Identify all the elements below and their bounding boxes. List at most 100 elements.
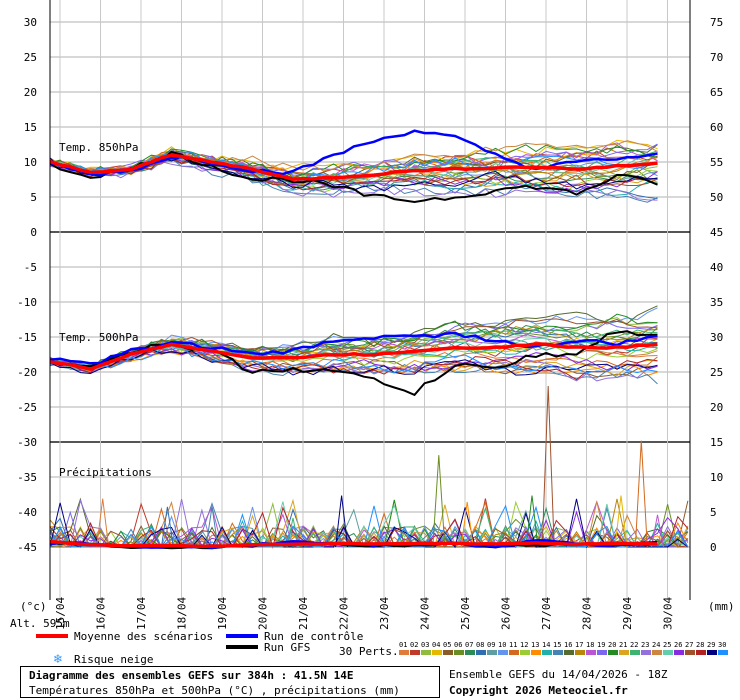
precip-spike-line xyxy=(525,495,539,548)
run-info: Ensemble GEFS du 14/04/2026 - 18Z xyxy=(449,668,668,681)
ensemble-member-line xyxy=(49,156,658,191)
legend-pert-number: 19 xyxy=(597,641,605,649)
ensemble-member-precip-line xyxy=(49,504,689,549)
left-tick-label: -30 xyxy=(17,436,37,449)
legend-pert-number: 17 xyxy=(575,641,583,649)
legend-pert-number: 11 xyxy=(509,641,517,649)
legend-mean-label: Moyenne des scénarios xyxy=(74,630,213,643)
chart-legend: Moyenne des scénarios Run de contrôleRun … xyxy=(36,630,728,666)
date-label: 17/04 xyxy=(135,597,148,630)
right-tick-label: 0 xyxy=(710,541,717,554)
legend-pert-swatch xyxy=(520,650,530,655)
legend-pert-swatch xyxy=(509,650,519,655)
caption-subtitle: Températures 850hPa et 500hPa (°C) , pré… xyxy=(29,684,400,697)
legend-pert-swatch xyxy=(630,650,640,655)
legend-pert-swatch xyxy=(399,650,409,655)
chart-series xyxy=(49,129,689,550)
precip-spike-line xyxy=(96,498,110,548)
legend-pert-number: 22 xyxy=(630,641,638,649)
date-label: 23/04 xyxy=(378,597,391,630)
ensemble-member-line xyxy=(49,324,658,373)
ensemble-member-line xyxy=(49,151,658,183)
ensemble-member-line xyxy=(49,157,658,187)
date-label: 16/04 xyxy=(95,597,108,630)
left-tick-label: 20 xyxy=(24,86,37,99)
left-axis-unit: (°c) xyxy=(20,600,47,613)
legend-control-label: Run de contrôle xyxy=(264,630,363,643)
date-label: 25/04 xyxy=(459,597,472,630)
precip-spike-line xyxy=(205,506,219,548)
right-tick-label: 65 xyxy=(710,86,723,99)
left-tick-label: -15 xyxy=(17,331,37,344)
date-label: 20/04 xyxy=(257,597,270,630)
precip-spike-line xyxy=(541,385,555,548)
ensemble-member-line xyxy=(49,348,658,374)
precip-spike-line xyxy=(160,506,174,548)
left-tick-label: 15 xyxy=(24,121,37,134)
precip-spike-line xyxy=(460,501,474,548)
legend-pert-number: 06 xyxy=(454,641,462,649)
precip-spike-line xyxy=(286,517,300,548)
right-tick-label: 50 xyxy=(710,191,723,204)
legend-pert-swatch xyxy=(641,650,651,655)
left-tick-label: -25 xyxy=(17,401,37,414)
caption-box: Diagramme des ensembles GEFS sur 384h : … xyxy=(20,666,440,698)
right-axis-unit: (mm) xyxy=(708,600,735,613)
legend-pert-number: 03 xyxy=(421,641,429,649)
right-tick-label: 45 xyxy=(710,226,723,239)
legend-pert-number: 16 xyxy=(564,641,572,649)
legend-pert-number: 05 xyxy=(443,641,451,649)
precip-spike-line xyxy=(651,514,664,548)
legend-pert-number: 07 xyxy=(465,641,473,649)
legend-pert-swatch xyxy=(674,650,684,655)
date-label: 30/04 xyxy=(662,597,675,630)
legend-pert-swatch xyxy=(421,650,431,655)
legend-pert-swatch xyxy=(619,650,629,655)
legend-pert-swatch xyxy=(608,650,618,655)
date-label: 28/04 xyxy=(581,597,594,630)
legend-pert-swatch xyxy=(564,650,574,655)
legend-pert-number: 23 xyxy=(641,641,649,649)
ensemble-member-line xyxy=(49,144,658,178)
legend-pert-number: 09 xyxy=(487,641,495,649)
legend-pert-swatch xyxy=(454,650,464,655)
legend-pert-number: 25 xyxy=(663,641,671,649)
legend-pert-swatch xyxy=(696,650,706,655)
date-label: 24/04 xyxy=(419,597,432,630)
altitude-label: Alt. 595m xyxy=(10,617,70,630)
legend-pert-swatch xyxy=(663,650,673,655)
left-tick-label: 10 xyxy=(24,156,37,169)
legend-pert-number: 30 xyxy=(718,641,726,649)
right-tick-label: 70 xyxy=(710,51,723,64)
gfs-run-line xyxy=(49,330,658,397)
right-tick-label: 55 xyxy=(710,156,723,169)
caption-title: Diagramme des ensembles GEFS sur 384h : … xyxy=(29,669,354,682)
mean-line xyxy=(49,153,658,181)
legend-pert-swatch xyxy=(542,650,552,655)
legend-pert-swatch xyxy=(443,650,453,655)
legend-pert-swatch xyxy=(652,650,662,655)
legend-pert-number: 28 xyxy=(696,641,704,649)
legend-pert-swatch xyxy=(531,650,541,655)
date-label: 18/04 xyxy=(176,597,189,630)
legend-pert-swatch xyxy=(487,650,497,655)
legend-pert-swatch xyxy=(465,650,475,655)
legend-pert-swatch xyxy=(707,650,717,655)
legend-pert-number: 13 xyxy=(531,641,539,649)
right-tick-label: 5 xyxy=(710,506,717,519)
date-label: 29/04 xyxy=(621,597,634,630)
left-tick-label: -20 xyxy=(17,366,37,379)
mean-line xyxy=(49,342,658,372)
left-tick-label: -10 xyxy=(17,296,37,309)
date-label: 15/04 xyxy=(54,597,67,630)
ensemble-member-line xyxy=(49,345,658,374)
legend-perts-label: 30 Perts. xyxy=(339,645,399,658)
left-tick-label: -45 xyxy=(17,541,37,554)
legend-pert-number: 26 xyxy=(674,641,682,649)
date-label: 22/04 xyxy=(338,597,351,630)
left-tick-label: -5 xyxy=(24,261,37,274)
left-tick-label: 5 xyxy=(30,191,37,204)
legend-pert-swatch xyxy=(685,650,695,655)
legend-pert-number: 12 xyxy=(520,641,528,649)
